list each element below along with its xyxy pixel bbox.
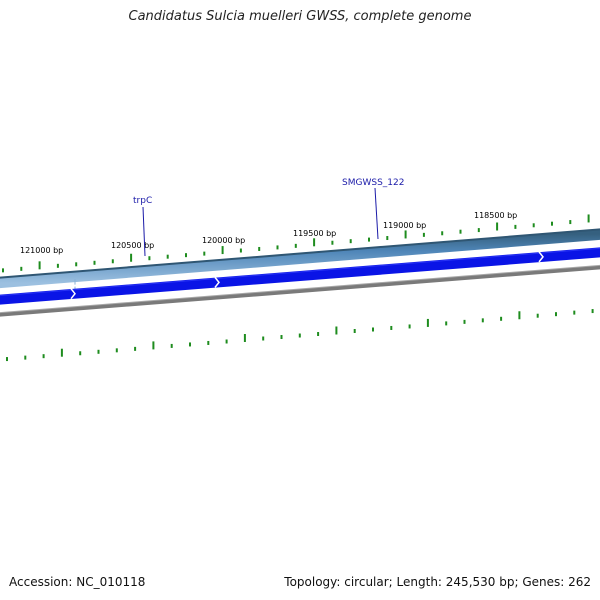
cds-arrow-2 <box>214 276 220 288</box>
genome-summary-text: Topology: circular; Length: 245,530 bp; … <box>284 575 591 589</box>
ruler-label-119500: 119500 bp <box>293 229 336 238</box>
ruler-label-118500: 118500 bp <box>474 211 517 220</box>
gene-callout-trpC[interactable]: trpC <box>133 196 152 257</box>
inner-tick-marks <box>6 309 594 362</box>
cds-track <box>0 247 600 305</box>
gene-label-SMGWSS_122: SMGWSS_122 <box>342 178 404 188</box>
outer-tick-marks <box>2 214 590 273</box>
map-title: Candidatus Sulcia muelleri GWSS, complet… <box>128 9 472 24</box>
ruler-label-119000: 119000 bp <box>383 221 426 230</box>
ruler-label-121000: 121000 bp <box>20 246 63 255</box>
ruler-label-120000: 120000 bp <box>202 236 245 245</box>
backbone-ring <box>0 264 600 317</box>
gene-label-trpC: trpC <box>133 196 152 206</box>
gene-callout-SMGWSS_122[interactable]: SMGWSS_122 <box>342 178 404 240</box>
cds-arrow-3 <box>538 251 544 263</box>
outer-track <box>0 228 600 289</box>
cds-arrow-1 <box>70 288 76 300</box>
accession-text: Accession: NC_010118 <box>9 575 146 589</box>
ruler-label-120500: 120500 bp <box>111 241 154 250</box>
